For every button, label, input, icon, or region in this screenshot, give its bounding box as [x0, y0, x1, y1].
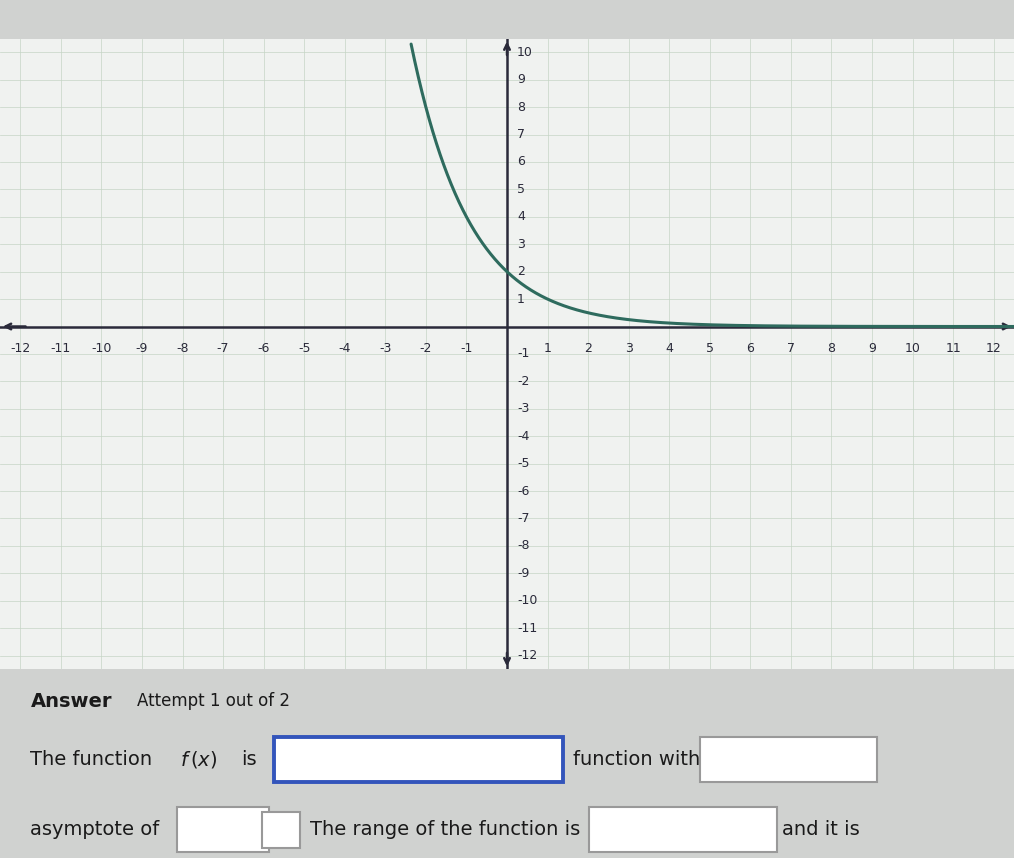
Text: -11: -11	[51, 341, 71, 354]
Text: 11: 11	[945, 341, 961, 354]
Text: -3: -3	[379, 341, 391, 354]
Text: 6: 6	[746, 341, 754, 354]
Text: 7: 7	[787, 341, 795, 354]
FancyBboxPatch shape	[177, 807, 269, 852]
Text: 3: 3	[517, 238, 525, 251]
Text: -2: -2	[517, 375, 529, 388]
Text: -7: -7	[517, 512, 529, 525]
Text: ⌄: ⌄	[237, 823, 249, 837]
Text: -10: -10	[91, 341, 112, 354]
Text: -1: -1	[460, 341, 473, 354]
Text: 2: 2	[517, 265, 525, 278]
Text: -6: -6	[258, 341, 270, 354]
Text: -8: -8	[517, 540, 529, 553]
Text: The function: The function	[30, 751, 152, 770]
Text: -7: -7	[217, 341, 229, 354]
Text: Attempt 1 out of 2: Attempt 1 out of 2	[137, 692, 290, 710]
FancyBboxPatch shape	[700, 737, 877, 782]
Text: -8: -8	[176, 341, 189, 354]
Text: -10: -10	[517, 595, 537, 607]
Text: 10: 10	[517, 45, 533, 59]
Text: -5: -5	[298, 341, 310, 354]
Text: ⌄: ⌄	[846, 752, 858, 767]
Text: 4: 4	[517, 210, 525, 223]
Text: Answer: Answer	[30, 692, 112, 711]
Text: -1: -1	[517, 347, 529, 360]
Text: 4: 4	[665, 341, 673, 354]
FancyBboxPatch shape	[589, 807, 777, 852]
Text: 12: 12	[986, 341, 1002, 354]
Text: -6: -6	[517, 485, 529, 498]
FancyBboxPatch shape	[274, 737, 563, 782]
Text: 10: 10	[904, 341, 921, 354]
Text: 7: 7	[517, 128, 525, 141]
Text: 1: 1	[517, 293, 525, 305]
Text: asymptote of: asymptote of	[30, 820, 159, 839]
Text: function with a: function with a	[573, 751, 718, 770]
Text: 2: 2	[584, 341, 592, 354]
Text: -5: -5	[517, 457, 529, 470]
Text: 1: 1	[544, 341, 552, 354]
Text: 8: 8	[517, 100, 525, 113]
Text: -4: -4	[517, 430, 529, 443]
Text: $f\,(x)$: $f\,(x)$	[180, 749, 218, 770]
Text: ⌄: ⌄	[531, 752, 544, 767]
Text: ⌄: ⌄	[745, 823, 757, 837]
Text: and it is: and it is	[782, 820, 860, 839]
Text: -4: -4	[339, 341, 351, 354]
Text: 3: 3	[625, 341, 633, 354]
Text: -2: -2	[420, 341, 432, 354]
Text: 8: 8	[827, 341, 836, 354]
Text: -12: -12	[517, 649, 537, 662]
Text: 9: 9	[517, 73, 525, 87]
Text: -11: -11	[517, 621, 537, 635]
Text: -12: -12	[10, 341, 30, 354]
Text: -9: -9	[136, 341, 148, 354]
Text: 6: 6	[517, 155, 525, 168]
Text: is: is	[241, 751, 257, 770]
Text: -9: -9	[517, 567, 529, 580]
Text: -3: -3	[517, 402, 529, 415]
Text: 5: 5	[517, 183, 525, 196]
Text: The range of the function is: The range of the function is	[310, 820, 581, 839]
Text: 5: 5	[706, 341, 714, 354]
FancyBboxPatch shape	[262, 812, 300, 848]
Text: 9: 9	[868, 341, 876, 354]
